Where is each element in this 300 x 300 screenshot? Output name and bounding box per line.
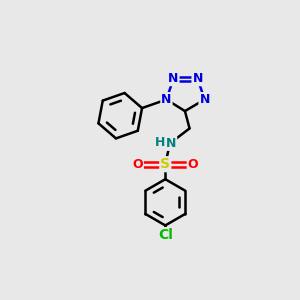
Text: N: N (200, 93, 210, 106)
Text: O: O (132, 158, 143, 171)
Text: N: N (193, 72, 203, 85)
Text: O: O (188, 158, 198, 171)
Text: Cl: Cl (158, 228, 173, 242)
Text: S: S (160, 157, 170, 171)
Text: N: N (166, 137, 176, 150)
Text: H: H (155, 136, 165, 149)
Text: N: N (168, 72, 178, 85)
Text: N: N (161, 93, 172, 106)
